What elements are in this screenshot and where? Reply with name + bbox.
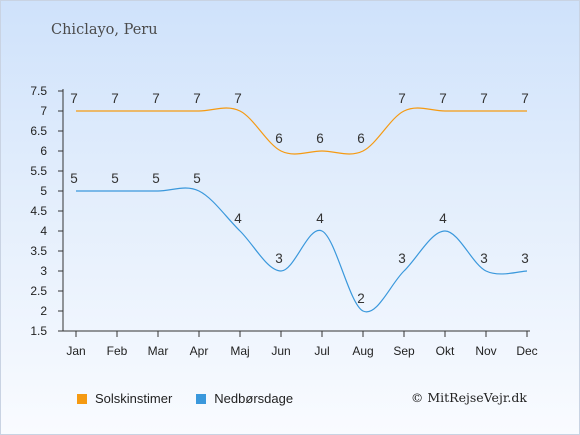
x-tick-label: Okt bbox=[436, 344, 455, 358]
legend-label-precipitation: Nedbørsdage bbox=[214, 391, 294, 406]
data-label-precipitation: 5 bbox=[111, 171, 119, 186]
y-tick-label: 4.5 bbox=[30, 204, 47, 218]
data-label-sunshine: 7 bbox=[111, 91, 119, 106]
y-tick-label: 6 bbox=[40, 144, 47, 158]
series-line-precipitation bbox=[75, 187, 528, 313]
x-tick-label: Dec bbox=[516, 344, 537, 358]
y-tick-label: 7 bbox=[40, 104, 47, 118]
legend-swatch-precipitation bbox=[196, 393, 207, 404]
x-tick-label: Maj bbox=[230, 344, 249, 358]
axes bbox=[62, 89, 530, 332]
data-label-precipitation: 5 bbox=[152, 171, 160, 186]
data-label-precipitation: 3 bbox=[521, 251, 529, 266]
series-line-sunshine bbox=[76, 107, 527, 155]
x-tick-label: Feb bbox=[107, 344, 128, 358]
legend-swatch-sunshine bbox=[77, 393, 87, 404]
data-label-sunshine: 6 bbox=[357, 131, 365, 146]
data-label-sunshine: 6 bbox=[316, 131, 324, 146]
data-label-precipitation: 5 bbox=[70, 171, 78, 186]
x-tick-label: Jun bbox=[271, 344, 290, 358]
data-label-precipitation: 3 bbox=[398, 251, 406, 266]
x-tick-label: Sep bbox=[393, 344, 415, 358]
legend-label-sunshine: Solskinstimer bbox=[95, 391, 173, 406]
y-tick-label: 7.5 bbox=[30, 84, 47, 98]
x-ticks: Jan Feb Mar Apr Maj Jun Jul Aug Sep Okt Nov Dec bbox=[66, 331, 538, 358]
data-label-precipitation: 4 bbox=[439, 211, 447, 226]
x-tick-label: Jan bbox=[66, 344, 85, 358]
credit-link[interactable]: © MitRejseVejr.dk bbox=[410, 390, 527, 405]
data-label-sunshine: 7 bbox=[193, 91, 201, 106]
x-tick-label: Mar bbox=[148, 344, 169, 358]
data-label-precipitation: 4 bbox=[234, 211, 242, 226]
y-tick-label: 5 bbox=[40, 184, 47, 198]
x-tick-label: Aug bbox=[352, 344, 373, 358]
y-tick-label: 4 bbox=[40, 224, 47, 238]
x-tick-label: Apr bbox=[190, 344, 209, 358]
data-labels: 7 7 7 7 7 6 6 6 7 7 7 7 5 5 5 5 4 3 4 2 3 4 3 3 bbox=[70, 91, 529, 306]
x-tick-label: Jul bbox=[314, 344, 329, 358]
legend-item-sunshine: Solskinstimer bbox=[77, 391, 172, 406]
legend-item-precipitation: Nedbørsdage bbox=[196, 391, 293, 406]
y-tick-label: 6.5 bbox=[30, 124, 47, 138]
series-lines bbox=[75, 107, 528, 313]
data-label-sunshine: 6 bbox=[275, 131, 283, 146]
data-label-sunshine: 7 bbox=[439, 91, 447, 106]
y-tick-label: 5.5 bbox=[30, 164, 47, 178]
location-title: Chiclayo, Peru bbox=[51, 22, 158, 38]
data-label-sunshine: 7 bbox=[398, 91, 406, 106]
data-label-precipitation: 4 bbox=[316, 211, 324, 226]
data-label-precipitation: 5 bbox=[193, 171, 201, 186]
data-label-sunshine: 7 bbox=[521, 91, 529, 106]
data-label-precipitation: 3 bbox=[275, 251, 283, 266]
data-label-precipitation: 3 bbox=[480, 251, 488, 266]
x-tick-label: Nov bbox=[475, 344, 496, 358]
data-label-sunshine: 7 bbox=[480, 91, 488, 106]
data-label-sunshine: 7 bbox=[234, 91, 242, 106]
data-label-sunshine: 7 bbox=[70, 91, 78, 106]
y-tick-label: 1.5 bbox=[30, 324, 47, 338]
y-tick-label: 3.5 bbox=[30, 244, 47, 258]
data-label-sunshine: 7 bbox=[152, 91, 160, 106]
legend: Solskinstimer Nedbørsdage bbox=[77, 391, 293, 406]
y-tick-label: 2 bbox=[40, 304, 47, 318]
y-tick-label: 3 bbox=[40, 264, 47, 278]
data-label-precipitation: 2 bbox=[357, 291, 365, 306]
y-ticks: 1.5 2 2.5 3 3.5 4 4.5 5 5.5 6 6.5 7 7.5 bbox=[30, 84, 63, 338]
y-tick-label: 2.5 bbox=[30, 284, 47, 298]
